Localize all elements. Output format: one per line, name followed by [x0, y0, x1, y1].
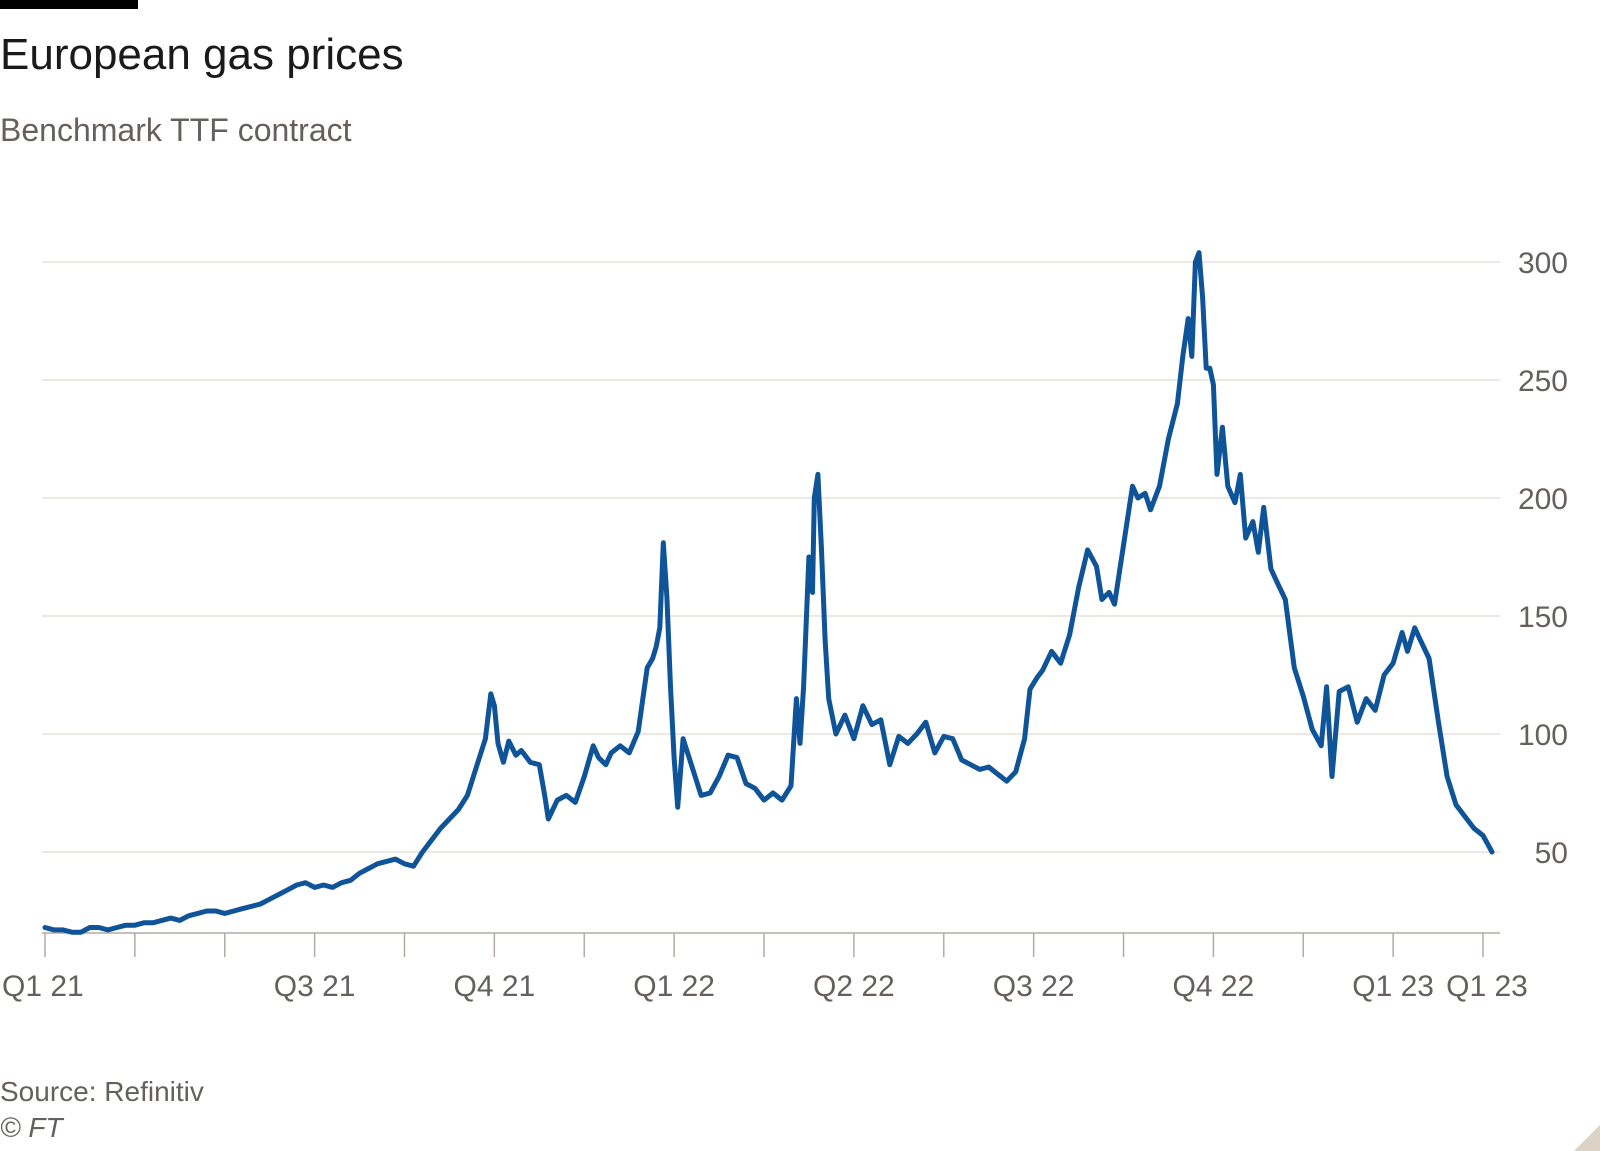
x-axis: Q1 21 Q3 21 Q4 21 Q1 22 Q2 22 Q3 22 Q4 22 Q1 23… [2, 932, 1528, 1003]
x-tick-label: Q4 22 [1173, 970, 1255, 1003]
brand-bar [0, 0, 138, 9]
copyright-note: © FT [0, 1112, 63, 1143]
source-note: Source: Refinitiv [0, 1076, 204, 1107]
x-tick-label: Q2 22 [813, 970, 895, 1003]
chart-title: European gas prices [0, 30, 404, 79]
y-tick-label: 100 [1518, 719, 1568, 752]
x-tick-label: Q4 21 [454, 970, 536, 1003]
y-tick-label: 50 [1535, 837, 1568, 870]
chart-subtitle: Benchmark TTF contract [0, 112, 352, 148]
x-tick-label: Q1 22 [633, 970, 715, 1003]
gridlines [42, 261, 1500, 853]
y-axis-labels: 50 100 150 200 250 300 [1518, 247, 1568, 870]
y-tick-label: 150 [1518, 601, 1568, 634]
x-tick-label: Q3 21 [274, 970, 356, 1003]
y-tick-label: 200 [1518, 483, 1568, 516]
series-line-ttf [42, 250, 1495, 935]
x-tick-label: Q1 23 [1446, 970, 1528, 1003]
x-tick-label: Q1 21 [2, 970, 84, 1003]
y-tick-label: 300 [1518, 247, 1568, 280]
corner-fold [1574, 1125, 1600, 1151]
x-tick-label: Q1 23 [1352, 970, 1434, 1003]
series-layer [42, 250, 1495, 935]
x-tick-label: Q3 22 [993, 970, 1075, 1003]
line-chart: Q1 21 Q3 21 Q4 21 Q1 22 Q2 22 Q3 22 Q4 22 Q1 23… [2, 247, 1568, 1003]
y-tick-label: 250 [1518, 365, 1568, 398]
